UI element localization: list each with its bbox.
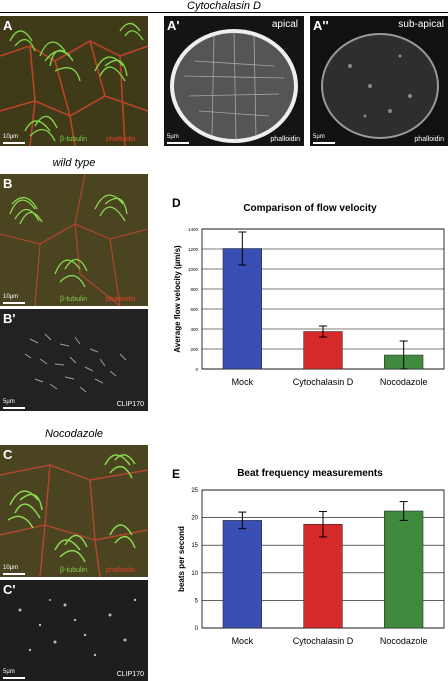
d-error-bar <box>238 231 247 266</box>
chart-e-title: Beat frequency measurements <box>237 468 383 479</box>
d-y-axis-label: Average flow velocity (µm/s) <box>173 245 182 353</box>
panel-a2-label: A'' <box>313 18 329 33</box>
panel-c-stain-green: β-tubulin <box>60 567 87 574</box>
d-y-tick-label: 800 <box>190 287 198 292</box>
e-y-tick-label: 15 <box>191 543 198 549</box>
d-bar-cytochalasin-d <box>303 331 343 370</box>
e-category-label: Cytochalasin D <box>293 636 354 646</box>
chart-e-letter: E <box>172 467 181 481</box>
d-y-tick-label: 1000 <box>188 267 199 272</box>
d-bar-mock <box>222 248 262 370</box>
panel-a1-image: A' apical 5µm phalloidin <box>164 16 304 146</box>
panel-a1-scale: 5µm <box>167 134 189 144</box>
panel-a-label: A <box>3 18 13 33</box>
panel-a-stain-red: phalloidin <box>106 136 136 143</box>
d-category-label: Cytochalasin D <box>293 377 354 387</box>
panel-b1-stain: CLIP170 <box>116 401 144 408</box>
panel-c1-stain: CLIP170 <box>116 671 144 678</box>
panel-b-micrograph <box>0 174 148 306</box>
panel-b-scale: 10µm <box>3 294 26 304</box>
panel-a1-micrograph <box>170 29 298 143</box>
section-nocodazole: Nocodazole <box>44 428 104 440</box>
e-bar-nocodazole <box>384 510 424 629</box>
chart-d-letter: D <box>172 196 181 210</box>
panel-b-stain-red: phalloidin <box>106 296 136 303</box>
panel-c-micrograph <box>0 454 148 577</box>
panel-c1-micrograph <box>18 598 137 657</box>
e-error-bar <box>319 511 327 538</box>
d-y-tick-label: 200 <box>190 347 198 352</box>
panel-a2-caption: sub-apical <box>398 19 444 30</box>
e-bar-cytochalasin-d <box>303 523 343 629</box>
panel-a1-caption: apical <box>271 19 298 30</box>
panel-a-stain-green: β-tubulin <box>60 136 87 143</box>
chart-e: 0 5 10 15 20 25 beats per second Mock Cytochalas… <box>177 488 445 646</box>
panel-c-image: C 10µm β-tubulin phalloidin <box>0 445 148 577</box>
panel-b-label: B <box>3 176 13 191</box>
d-category-label: Mock <box>232 377 254 387</box>
panel-c1-label: C' <box>3 582 16 597</box>
panel-b-stain-green: β-tubulin <box>60 296 87 303</box>
e-category-label: Mock <box>232 636 254 646</box>
d-y-tick-label: 400 <box>190 327 198 332</box>
panel-b-image: B 10µm β-tubulin phalloidin <box>0 174 148 306</box>
panel-a-image: A 10µm β-tubulin phalloidin <box>0 16 148 146</box>
d-error-bar <box>399 340 408 370</box>
e-y-tick-label: 5 <box>195 598 199 604</box>
panel-a-scale: 10µm <box>3 134 26 144</box>
panel-a2-micrograph <box>321 33 439 139</box>
e-error-bar <box>238 511 247 530</box>
panel-c-scale: 10µm <box>3 565 26 575</box>
panel-c-stain-red: phalloidin <box>106 567 136 574</box>
panel-a1-label: A' <box>167 18 180 33</box>
e-y-tick-label: 25 <box>191 488 198 494</box>
panel-b1-image: B' 5µm CLIP170 <box>0 309 148 411</box>
panel-a2-image: A'' sub-apical 5µm phalloidin <box>310 16 448 146</box>
header-title: Cytochalasin D <box>187 0 261 12</box>
e-category-label: Nocodazole <box>380 636 428 646</box>
panel-c-label: C <box>3 447 13 462</box>
panel-b1-scale: 5µm <box>3 399 25 409</box>
e-y-tick-label: 10 <box>191 571 198 577</box>
panel-a2-scale: 5µm <box>313 134 335 144</box>
e-bar-mock <box>222 520 262 629</box>
d-y-tick-label: 1400 <box>188 227 199 232</box>
d-category-label: Nocodazole <box>380 377 428 387</box>
panel-a-micrograph <box>0 22 148 146</box>
header-rule <box>0 12 448 13</box>
d-error-bar <box>319 325 327 338</box>
e-y-tick-label: 0 <box>195 626 199 632</box>
section-wild-type: wild type <box>52 157 96 169</box>
chart-d: 0 200 400 600 800 1000 1200 1400 Average flow ve… <box>173 227 445 387</box>
panel-b1-micrograph <box>24 333 127 393</box>
d-y-tick-label: 600 <box>190 307 198 312</box>
d-y-tick-label: 0 <box>195 367 198 372</box>
panel-c1-image: C' 5µm CLIP170 <box>0 580 148 681</box>
e-error-bar <box>399 501 408 521</box>
panel-b1-label: B' <box>3 311 16 326</box>
d-y-tick-label: 1200 <box>188 247 199 252</box>
panel-a2-stain: phalloidin <box>414 136 444 143</box>
e-y-tick-label: 20 <box>191 516 198 522</box>
chart-d-title: Comparison of flow velocity <box>243 203 377 214</box>
panel-a1-stain: phalloidin <box>270 136 300 143</box>
panel-c1-scale: 5µm <box>3 669 25 679</box>
e-y-axis-label: beats per second <box>177 526 186 592</box>
